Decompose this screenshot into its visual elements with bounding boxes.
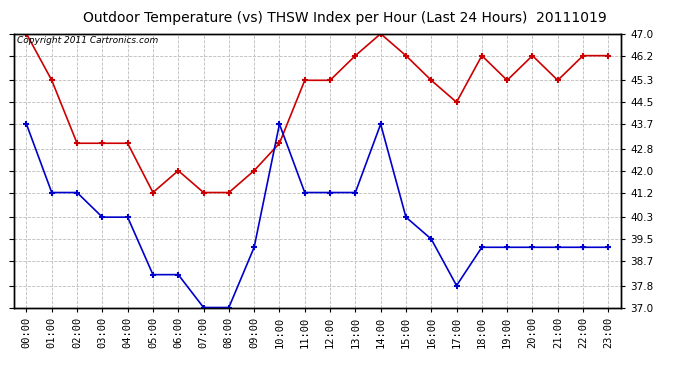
Text: Outdoor Temperature (vs) THSW Index per Hour (Last 24 Hours)  20111019: Outdoor Temperature (vs) THSW Index per … (83, 11, 607, 25)
Text: Copyright 2011 Cartronics.com: Copyright 2011 Cartronics.com (17, 36, 158, 45)
